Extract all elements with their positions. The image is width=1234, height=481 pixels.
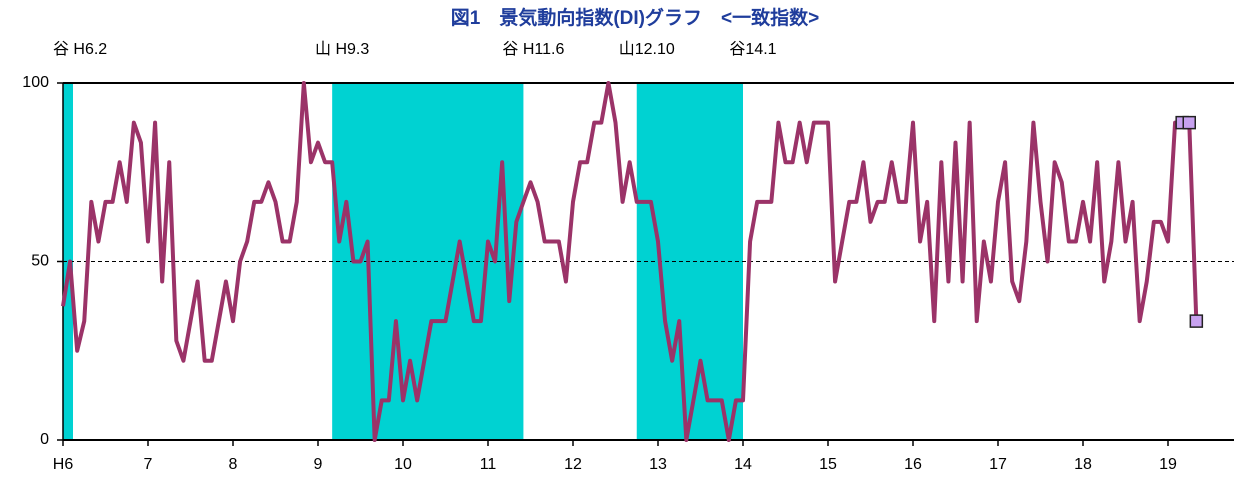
x-tick-label: 11 xyxy=(480,456,497,473)
annotation: 山 H9.3 xyxy=(315,40,369,58)
x-tick-label: H6 xyxy=(53,456,74,473)
annotation: 谷 H11.6 xyxy=(502,40,564,58)
shaded-period xyxy=(63,83,73,440)
x-tick-label: 8 xyxy=(229,456,238,473)
x-tick-label: 12 xyxy=(564,456,582,473)
annotation: 谷 H6.2 xyxy=(53,40,107,58)
x-tick-label: 15 xyxy=(819,456,837,473)
x-tick-label: 7 xyxy=(144,456,153,473)
x-tick-label: 18 xyxy=(1074,456,1092,473)
y-tick-label: 50 xyxy=(31,253,49,270)
data-point xyxy=(1182,115,1196,130)
x-tick-label: 13 xyxy=(649,456,667,473)
x-tick-label: 14 xyxy=(734,456,752,473)
x-tick-label: 19 xyxy=(1159,456,1177,473)
y-tick-label: 0 xyxy=(40,431,49,448)
x-tick-label: 17 xyxy=(989,456,1007,473)
data-point xyxy=(1189,314,1204,328)
chart-title: 図1 景気動向指数(DI)グラフ <一致指数> xyxy=(451,6,819,29)
annotation: 山12.10 xyxy=(619,40,675,58)
y-tick-label: 100 xyxy=(22,74,49,91)
x-tick-label: 10 xyxy=(394,456,412,473)
x-tick-label: 16 xyxy=(904,456,922,473)
data-line xyxy=(61,81,1199,442)
x-tick-label: 9 xyxy=(314,456,323,473)
annotation: 谷14.1 xyxy=(729,40,776,58)
